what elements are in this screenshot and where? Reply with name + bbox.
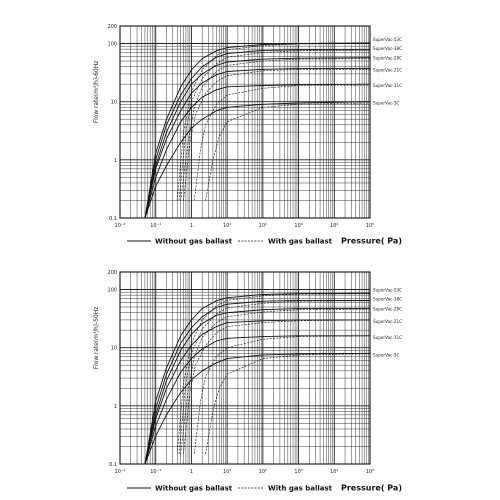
- curve-label: SuperVac-21C: [373, 68, 402, 74]
- x-tick-labels: 10⁻² 10⁻¹ 1 10¹ 10² 10³ 10⁴ 10⁵: [115, 468, 375, 475]
- x-tick-label: 10²: [259, 468, 267, 475]
- x-tick-label: 1: [190, 223, 193, 229]
- x-tick-label: 10¹: [223, 222, 231, 229]
- curve-label: SuperVac-38C: [373, 296, 402, 302]
- curve-labels: SuperVac-53C SuperVac-38C SuperVac-28C Supe…: [373, 37, 402, 107]
- x-tick-label: 10³: [294, 222, 302, 229]
- y-tick-label: 100: [108, 42, 117, 48]
- x-tick-label: 10⁻²: [115, 222, 126, 229]
- y-tick-label: 0.1: [109, 462, 117, 468]
- y-axis-label: Flow rate(m³/h)-50Hz: [92, 307, 100, 369]
- series-line-supervac-28c-with-gas-ballast: [180, 58, 371, 201]
- y-tick-label: 200: [108, 270, 117, 276]
- x-tick-label: 10⁴: [330, 222, 338, 229]
- plot-frame: [119, 25, 371, 219]
- legend: Without gas ballast With gas ballast Press…: [127, 237, 402, 246]
- x-tick-label: 10⁻¹: [150, 468, 161, 475]
- series-line-supervac-11c-without-gas-ballast: [144, 83, 371, 219]
- curve-label: SuperVac-5C: [373, 352, 400, 358]
- x-tick-label: 1: [190, 469, 193, 475]
- y-tick-label: 10: [111, 100, 117, 106]
- curve-label: SuperVac-53C: [373, 287, 402, 293]
- curve-label: SuperVac-5C: [373, 101, 400, 107]
- series-line-supervac-38c-without-gas-ballast: [144, 49, 370, 219]
- y-tick-label: 200: [108, 24, 117, 30]
- curve-labels: SuperVac-53C SuperVac-38C SuperVac-28C Supe…: [373, 287, 402, 358]
- series-line-supervac-5c-with-gas-ballast: [205, 353, 371, 454]
- y-tick-label: 10: [111, 346, 117, 352]
- series-line-supervac-38c-with-gas-ballast: [178, 49, 371, 201]
- x-tick-label: 10⁵: [366, 468, 374, 475]
- series-line-supervac-21c-with-gas-ballast: [183, 319, 371, 454]
- series-line-supervac-28c-with-gas-ballast: [180, 308, 371, 454]
- series-line-supervac-21c-without-gas-ballast: [144, 319, 370, 465]
- legend: Without gas ballast With gas ballast Press…: [127, 484, 402, 493]
- y-axis-label: Flow rate(m³/h)-60Hz: [92, 61, 100, 123]
- chart-panel-50hz: 10⁻² 10⁻¹ 1 10¹ 10² 10³ 10⁴ 10⁵ 0.1 1 10 100 200 Flow…: [92, 270, 402, 493]
- series-line-supervac-5c-without-gas-ballast: [144, 101, 371, 219]
- y-tick-label: 1: [114, 404, 117, 410]
- x-tick-label: 10²: [259, 222, 267, 229]
- series-line-supervac-11c-with-gas-ballast: [194, 335, 371, 454]
- y-tick-labels: 0.1 1 10 100 200: [108, 24, 117, 222]
- series-line-supervac-21c-without-gas-ballast: [144, 68, 370, 219]
- x-tick-label: 10⁴: [330, 468, 338, 475]
- legend-with-gas-ballast: With gas ballast: [268, 238, 333, 246]
- series-line-supervac-53c-without-gas-ballast: [144, 42, 371, 219]
- legend-with-gas-ballast: With gas ballast: [268, 485, 333, 493]
- plot-frame: [119, 271, 371, 465]
- x-tick-label: 10⁻²: [115, 468, 126, 475]
- series-line-supervac-21c-with-gas-ballast: [183, 69, 370, 201]
- series-line-supervac-53c-with-gas-ballast: [176, 43, 371, 201]
- series-line-supervac-53c-with-gas-ballast: [176, 293, 371, 454]
- curve-label: SuperVac-28C: [373, 56, 402, 62]
- y-tick-label: 100: [108, 288, 117, 294]
- curve-label: SuperVac-38C: [373, 46, 402, 52]
- x-axis-label: Pressure( Pa): [341, 237, 402, 246]
- legend-without-gas-ballast: Without gas ballast: [155, 238, 233, 246]
- curve-label: SuperVac-53C: [373, 37, 402, 43]
- curve-label: SuperVac-11C: [373, 83, 402, 89]
- x-tick-label: 10³: [294, 468, 302, 475]
- x-tick-label: 10⁻¹: [150, 222, 161, 229]
- series-line-supervac-5c-without-gas-ballast: [144, 352, 371, 465]
- series-line-supervac-28c-without-gas-ballast: [144, 57, 371, 219]
- chart-panel-60hz: 10⁻² 10⁻¹ 1 10¹ 10² 10³ 10⁴ 10⁵ 0.1 1 10 100 200 Flow…: [92, 24, 402, 246]
- series-line-supervac-5c-with-gas-ballast: [205, 102, 371, 201]
- curve-label: SuperVac-28C: [373, 307, 402, 313]
- series-group: [144, 292, 371, 465]
- curve-label: SuperVac-11C: [373, 335, 402, 341]
- y-tick-label: 1: [114, 158, 117, 164]
- series-line-supervac-28c-without-gas-ballast: [144, 308, 370, 465]
- series-line-supervac-11c-without-gas-ballast: [144, 335, 370, 465]
- series-line-supervac-11c-with-gas-ballast: [194, 85, 370, 201]
- x-tick-label: 10⁵: [366, 222, 374, 229]
- x-axis-label: Pressure( Pa): [341, 484, 402, 493]
- legend-without-gas-ballast: Without gas ballast: [155, 485, 233, 493]
- x-tick-label: 10¹: [223, 468, 231, 475]
- y-tick-labels: 0.1 1 10 100 200: [108, 270, 117, 468]
- series-line-supervac-38c-with-gas-ballast: [178, 300, 371, 454]
- series-group: [144, 42, 371, 219]
- y-tick-label: 0.1: [109, 216, 117, 222]
- curve-label: SuperVac-21C: [373, 319, 402, 325]
- x-tick-labels: 10⁻² 10⁻¹ 1 10¹ 10² 10³ 10⁴ 10⁵: [115, 222, 375, 229]
- series-line-supervac-53c-without-gas-ballast: [144, 292, 371, 465]
- series-line-supervac-38c-without-gas-ballast: [144, 299, 370, 465]
